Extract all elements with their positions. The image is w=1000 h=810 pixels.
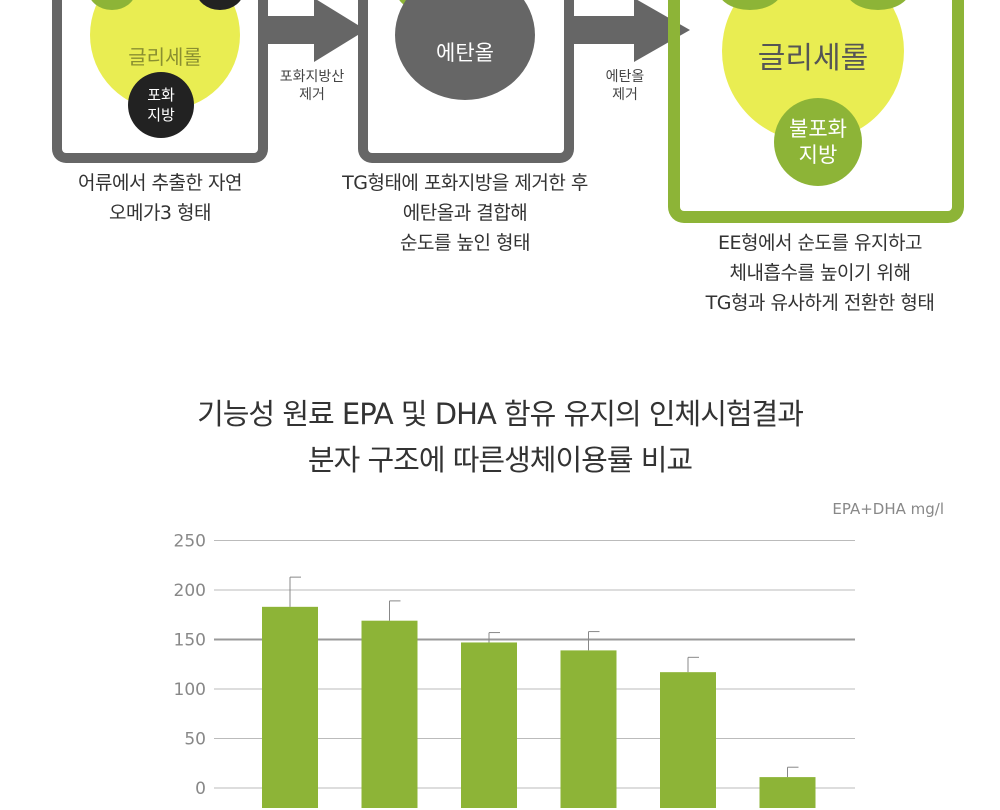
y-tick-label: 0 xyxy=(195,779,206,799)
arrow-2-label: 에탄올 제거 xyxy=(605,69,645,103)
glycerol-label-1: 글리세롤 xyxy=(128,44,202,69)
ethanol-label: 에탄올 xyxy=(436,41,494,65)
chart-title-line-1: 기능성 원료 EPA 및 DHA 함유 유지의 인체시험결과 xyxy=(197,397,804,431)
bar xyxy=(461,642,517,808)
fatty-acid-circle-1a xyxy=(88,0,136,10)
ee-form-box xyxy=(358,0,574,163)
arrow-1 xyxy=(262,0,366,62)
arrow-2 xyxy=(570,0,690,62)
unsaturated-fat-label: 불포화 지방 xyxy=(789,117,847,167)
y-axis-unit-label: EPA+DHA mg/l xyxy=(832,500,944,518)
y-tick-label: 150 xyxy=(174,631,206,651)
saturated-fat-circle-1: 포화 지방 xyxy=(128,72,194,138)
glycerol-label-3: 글리세롤 xyxy=(757,41,869,76)
y-tick-label: 250 xyxy=(174,532,206,552)
tg-form-caption: 어류에서 추출한 자연 오메가3 형태 xyxy=(78,172,242,224)
tg-form-box xyxy=(52,0,268,163)
unsaturated-fat-circle: 불포화 지방 xyxy=(774,98,862,186)
ethanol-circle: 에탄올 xyxy=(395,0,535,100)
fatty-acid-circle-3b xyxy=(846,0,910,10)
rtg-form-caption: EE형에서 순도를 유지하고 체내흡수를 높이기 위해 TG형과 유사하게 전환… xyxy=(705,232,935,314)
saturated-fat-label-1: 포화 지방 xyxy=(147,86,175,124)
ee-form-caption: TG형태에 포화지방을 제거한 후 에탄올과 결합해 순도를 높인 형태 xyxy=(342,172,588,254)
fatty-acid-circle-1b xyxy=(196,0,244,10)
rtg-form-box xyxy=(668,0,964,223)
bar-chart: 0 50 100 150 200 250 xyxy=(174,532,855,808)
y-tick-label: 100 xyxy=(174,680,206,700)
fatty-acid-circle-3a xyxy=(718,0,782,10)
y-tick-label: 50 xyxy=(184,730,206,750)
chart-title-line-2: 분자 구조에 따른생체이용률 비교 xyxy=(307,443,693,477)
bar xyxy=(759,777,816,808)
bar xyxy=(660,672,716,808)
y-tick-label: 200 xyxy=(174,581,206,601)
bar xyxy=(560,650,617,808)
arrow-1-label: 포화지방산 제거 xyxy=(279,69,345,103)
bar xyxy=(262,606,318,808)
bar xyxy=(361,620,418,808)
